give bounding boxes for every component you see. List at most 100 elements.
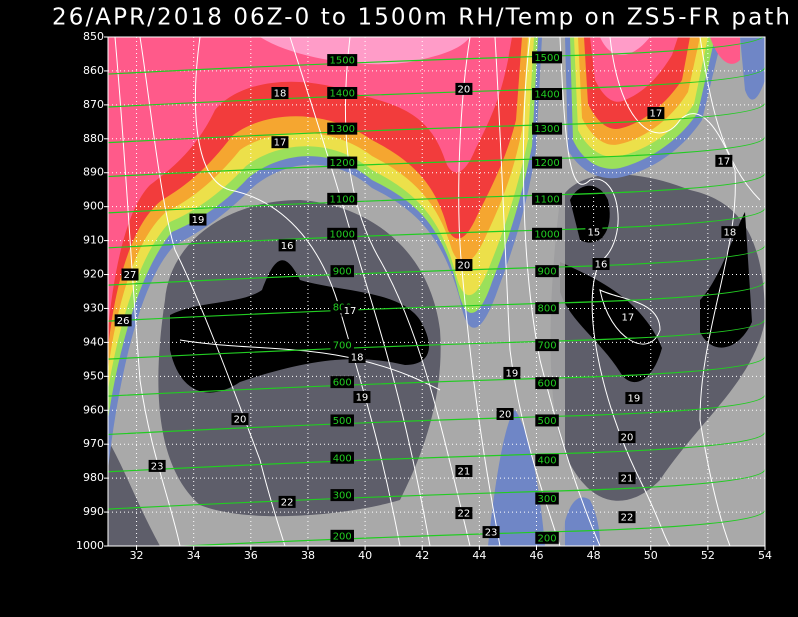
height-label-box	[327, 54, 358, 67]
height-label: 600	[333, 378, 352, 389]
height-contour	[108, 207, 765, 249]
temp-label: 19	[192, 215, 205, 226]
height-label-box	[535, 339, 559, 352]
isotherm	[139, 37, 286, 546]
height-label: 1400	[330, 88, 355, 99]
y-tick-label: 890	[83, 166, 104, 179]
y-tick-label: 880	[83, 132, 104, 145]
contour-labels: 1500 1400 1300 1200 1100 1000 900 800 700 600 500 4…	[114, 51, 739, 544]
height-label: 1400	[534, 90, 559, 101]
height-label-box	[532, 192, 563, 205]
temp-label: 16	[595, 260, 608, 271]
temp-label: 22	[458, 509, 471, 520]
isotherm	[344, 37, 471, 546]
height-label: 400	[538, 456, 557, 467]
temp-label: 23	[151, 461, 164, 472]
height-label-box	[532, 88, 563, 101]
rh-dark	[550, 174, 765, 501]
rh-dark	[108, 440, 160, 546]
x-tick-label: 40	[358, 549, 372, 562]
temp-label-box	[353, 391, 371, 404]
temp-label-box	[114, 314, 132, 327]
chart-title: 26/APR/2018 06Z-0 to 1500m RH/Temp on ZS…	[52, 5, 790, 31]
temp-label: 17	[717, 156, 730, 167]
height-label-box	[535, 492, 559, 505]
height-label-box	[532, 51, 563, 64]
x-tick-label: 48	[587, 549, 601, 562]
plot-area	[108, 37, 765, 546]
isotherm	[194, 37, 401, 546]
temp-label-box	[585, 226, 603, 239]
temp-label: 18	[351, 352, 364, 363]
temp-label-box	[618, 472, 636, 485]
height-contour	[108, 66, 765, 108]
height-label: 300	[333, 491, 352, 502]
y-tick-label: 1000	[76, 539, 104, 552]
y-tick-label: 870	[83, 98, 104, 111]
height-label: 800	[538, 304, 557, 315]
temp-label: 17	[650, 109, 663, 120]
height-label: 400	[333, 453, 352, 464]
temp-label: 17	[274, 138, 287, 149]
temp-label-box	[348, 350, 366, 363]
height-label: 1100	[330, 194, 355, 205]
height-label-box	[330, 265, 354, 278]
height-label: 1000	[534, 229, 559, 240]
height-label-box	[535, 265, 559, 278]
x-tick-label: 38	[301, 549, 315, 562]
temp-label-box	[189, 213, 207, 226]
temp-label: 26	[117, 316, 130, 327]
x-tick-label: 42	[415, 549, 429, 562]
isotherm	[289, 37, 431, 546]
isotherm	[114, 37, 181, 546]
height-label: 900	[538, 267, 557, 278]
x-tick-label: 44	[472, 549, 486, 562]
isotherm	[609, 37, 736, 546]
height-contour	[108, 431, 765, 473]
x-tick-label: 54	[758, 549, 772, 562]
temp-label: 18	[723, 228, 736, 239]
height-label-box	[327, 227, 358, 240]
height-label-box	[532, 227, 563, 240]
temp-label: 22	[281, 497, 294, 508]
temp-label-box	[618, 511, 636, 524]
y-tick-label: 850	[83, 30, 104, 43]
temp-label: 27	[124, 270, 137, 281]
temp-label: 15	[588, 228, 601, 239]
rh-light-pink	[260, 37, 650, 65]
axes: 32 34 36 38 40 42 44 46 48 50 52 54 850 860 870 880 890 9…	[76, 30, 772, 562]
y-tick-label: 860	[83, 64, 104, 77]
height-label-box	[330, 376, 354, 389]
temp-label: 18	[274, 88, 287, 99]
height-contour	[108, 244, 765, 286]
height-label: 1200	[330, 158, 355, 169]
temp-label: 20	[458, 84, 471, 95]
height-contour	[108, 172, 765, 214]
height-label: 600	[538, 379, 557, 390]
y-tick-label: 920	[83, 268, 104, 281]
y-tick-label: 970	[83, 437, 104, 450]
plot-frame	[107, 36, 766, 547]
height-label: 200	[333, 531, 352, 542]
height-label: 1500	[330, 56, 355, 67]
height-label: 1500	[534, 53, 559, 64]
temp-label-box	[455, 259, 473, 272]
height-label-box	[535, 531, 559, 544]
height-label: 500	[333, 416, 352, 427]
height-label-box	[532, 156, 563, 169]
temp-label-box	[647, 107, 665, 120]
temp-label-box	[482, 526, 500, 539]
height-contour	[108, 318, 765, 360]
y-tick-label: 950	[83, 369, 104, 382]
temp-label: 19	[356, 393, 369, 404]
height-label-box	[330, 339, 354, 352]
temp-label-box	[625, 392, 643, 405]
rh-gray-column	[545, 37, 565, 546]
height-label-box	[327, 122, 358, 135]
height-contour	[108, 136, 765, 178]
height-label-box	[327, 86, 358, 99]
temp-label-box	[341, 304, 359, 317]
height-label: 300	[538, 494, 557, 505]
temp-label: 17	[344, 306, 357, 317]
